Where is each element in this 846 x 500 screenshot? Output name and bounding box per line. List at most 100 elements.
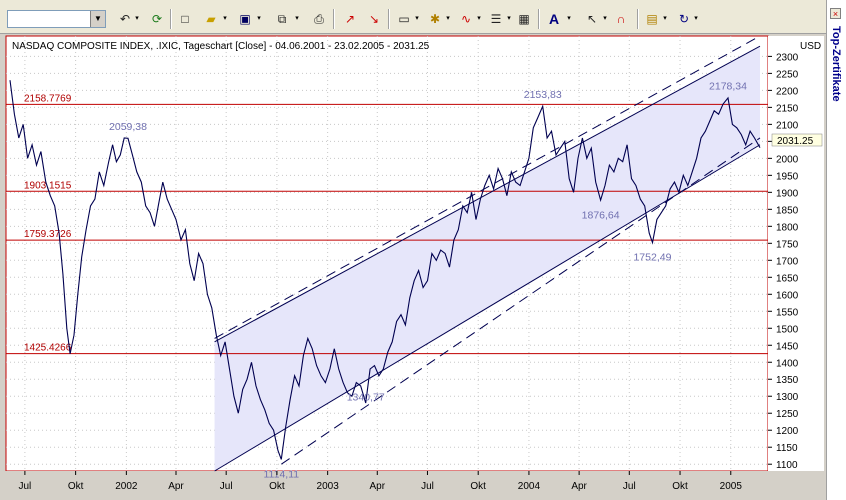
y-tick-label: 1600	[776, 290, 799, 301]
y-tick-label: 2000	[776, 154, 799, 165]
horizontal-line-label: 1759.3726	[24, 229, 72, 240]
save-icon[interactable]: ▣	[239, 12, 251, 26]
properties-icon[interactable]: ☰	[490, 12, 502, 26]
annotation-label: 1340,77	[347, 391, 385, 403]
x-tick-label: Jul	[421, 481, 434, 492]
currency-label: USD	[800, 41, 821, 52]
x-tick-label: Apr	[571, 481, 587, 492]
horizontal-line-label: 2158.7769	[24, 93, 72, 104]
chevron-down-icon[interactable]: ▾	[477, 15, 481, 22]
template-icon[interactable]: ▤	[646, 12, 658, 26]
x-tick-label: Okt	[68, 481, 84, 492]
y-tick-label: 2200	[776, 86, 799, 97]
chevron-down-icon[interactable]: ▾	[295, 15, 299, 22]
x-tick-label: 2004	[518, 481, 541, 492]
chart-title: NASDAQ COMPOSITE INDEX, .IXIC, Tageschar…	[12, 41, 430, 52]
x-axis: Jul Okt 2002 Apr Jul Okt 2003 Apr Jul Okt 2004 Apr J…	[18, 471, 742, 492]
indicator-icon[interactable]: ✱	[429, 12, 441, 26]
annotation-label: 1114,11	[264, 468, 300, 480]
text-icon[interactable]: A	[548, 11, 560, 27]
y-tick-label: 1450	[776, 341, 799, 352]
y-tick-label: 1900	[776, 188, 799, 199]
annotation-label: 1876,64	[582, 209, 620, 221]
chevron-down-icon[interactable]: ▾	[223, 15, 227, 22]
x-tick-label: Okt	[269, 481, 285, 492]
annotation-label: 2153,83	[524, 89, 562, 101]
chart-down-icon[interactable]: ↘	[368, 12, 380, 26]
toolbar-separator	[388, 9, 390, 29]
print-icon[interactable]: ⎙	[314, 12, 324, 26]
y-tick-label: 1950	[776, 171, 799, 182]
x-tick-label: Jul	[18, 481, 31, 492]
chevron-down-icon[interactable]: ▾	[603, 15, 607, 22]
image-icon[interactable]: ▦	[518, 12, 530, 26]
close-icon[interactable]: ×	[830, 8, 841, 19]
annotation-label: 2178,34	[709, 81, 747, 93]
toolbar-separator	[538, 9, 540, 29]
x-tick-label: Okt	[470, 481, 486, 492]
y-tick-label: 2100	[776, 120, 799, 131]
chevron-down-icon[interactable]: ▾	[507, 15, 511, 22]
y-tick-label: 1100	[776, 460, 798, 471]
last-value-marker: 2031.25	[771, 133, 823, 147]
y-tick-label: 2300	[776, 52, 799, 63]
chevron-down-icon[interactable]: ▾	[257, 15, 261, 22]
x-tick-label: 2003	[317, 481, 340, 492]
toolbar-separator	[637, 9, 639, 29]
trend-lines	[214, 35, 761, 472]
undo-icon[interactable]: ↶	[119, 12, 131, 26]
y-tick-label: 1200	[776, 426, 799, 437]
magnet-icon[interactable]: ∩	[616, 12, 626, 26]
chevron-down-icon[interactable]: ▾	[567, 15, 571, 22]
y-tick-label: 1150	[776, 443, 798, 454]
x-tick-label: Jul	[623, 481, 636, 492]
last-value-label: 2031.25	[777, 136, 814, 147]
chevron-down-icon[interactable]: ▾	[135, 15, 139, 22]
y-tick-label: 1650	[776, 273, 799, 284]
toolbar-separator	[333, 9, 335, 29]
side-panel-label[interactable]: Top-Zertifikate	[830, 26, 842, 102]
y-tick-label: 1250	[776, 409, 799, 420]
copy-icon[interactable]: ⧉	[277, 12, 287, 26]
y-tick-label: 2250	[776, 69, 799, 80]
symbol-combo[interactable]: ▼	[7, 10, 106, 28]
drawing-icon[interactable]: ∿	[460, 12, 472, 26]
horizontal-line-label: 1425.4266	[24, 343, 72, 354]
toolbar: ▼ ↶ ▾ ⟳ □ ▰ ▾ ▣ ▾ ⧉ ▾ ⎙ ↗ ↘ ▭ ▾ ✱ ▾ ∿ ▾ …	[0, 0, 846, 34]
chevron-down-icon[interactable]: ▼	[90, 11, 105, 27]
x-tick-label: 2005	[720, 481, 743, 492]
chevron-down-icon[interactable]: ▾	[694, 15, 698, 22]
chart-up-icon[interactable]: ↗	[344, 12, 356, 26]
trend-channel-fill	[214, 46, 760, 471]
y-tick-label: 1750	[776, 239, 799, 250]
x-tick-label: Apr	[369, 481, 385, 492]
redo-icon[interactable]: ↻	[678, 12, 690, 26]
annotation-label: 2059,38	[109, 121, 147, 133]
chevron-down-icon[interactable]: ▾	[415, 15, 419, 22]
open-icon[interactable]: ▰	[206, 12, 216, 26]
channel-upper-line	[214, 45, 761, 343]
y-tick-label: 1700	[776, 256, 799, 267]
channel-lower-dashed-line	[281, 137, 761, 465]
y-tick-label: 1850	[776, 205, 799, 216]
chevron-down-icon[interactable]: ▾	[446, 15, 450, 22]
x-tick-label: Okt	[672, 481, 688, 492]
price-series-line	[9, 80, 761, 460]
y-tick-label: 1800	[776, 222, 799, 233]
annotations: 2059,38 2153,83 2178,34 1876,64 1752,49 1340,…	[109, 81, 747, 481]
y-tick-label: 2150	[776, 103, 799, 114]
time-axis-area	[0, 471, 826, 500]
x-tick-label: Apr	[168, 481, 184, 492]
refresh-icon[interactable]: ⟳	[151, 12, 163, 26]
channel-lower-line	[214, 144, 761, 472]
new-icon[interactable]: □	[181, 12, 189, 26]
horizontal-line-label: 1903.1515	[24, 180, 72, 191]
annotation-label: 1752,49	[633, 251, 671, 263]
cursor-icon[interactable]: ↖	[586, 12, 598, 26]
channel-upper-dashed-line	[214, 35, 761, 339]
window-icon[interactable]: ▭	[398, 12, 410, 26]
y-tick-label: 1300	[776, 392, 799, 403]
y-tick-label: 1400	[776, 358, 799, 369]
chevron-down-icon[interactable]: ▾	[663, 15, 667, 22]
